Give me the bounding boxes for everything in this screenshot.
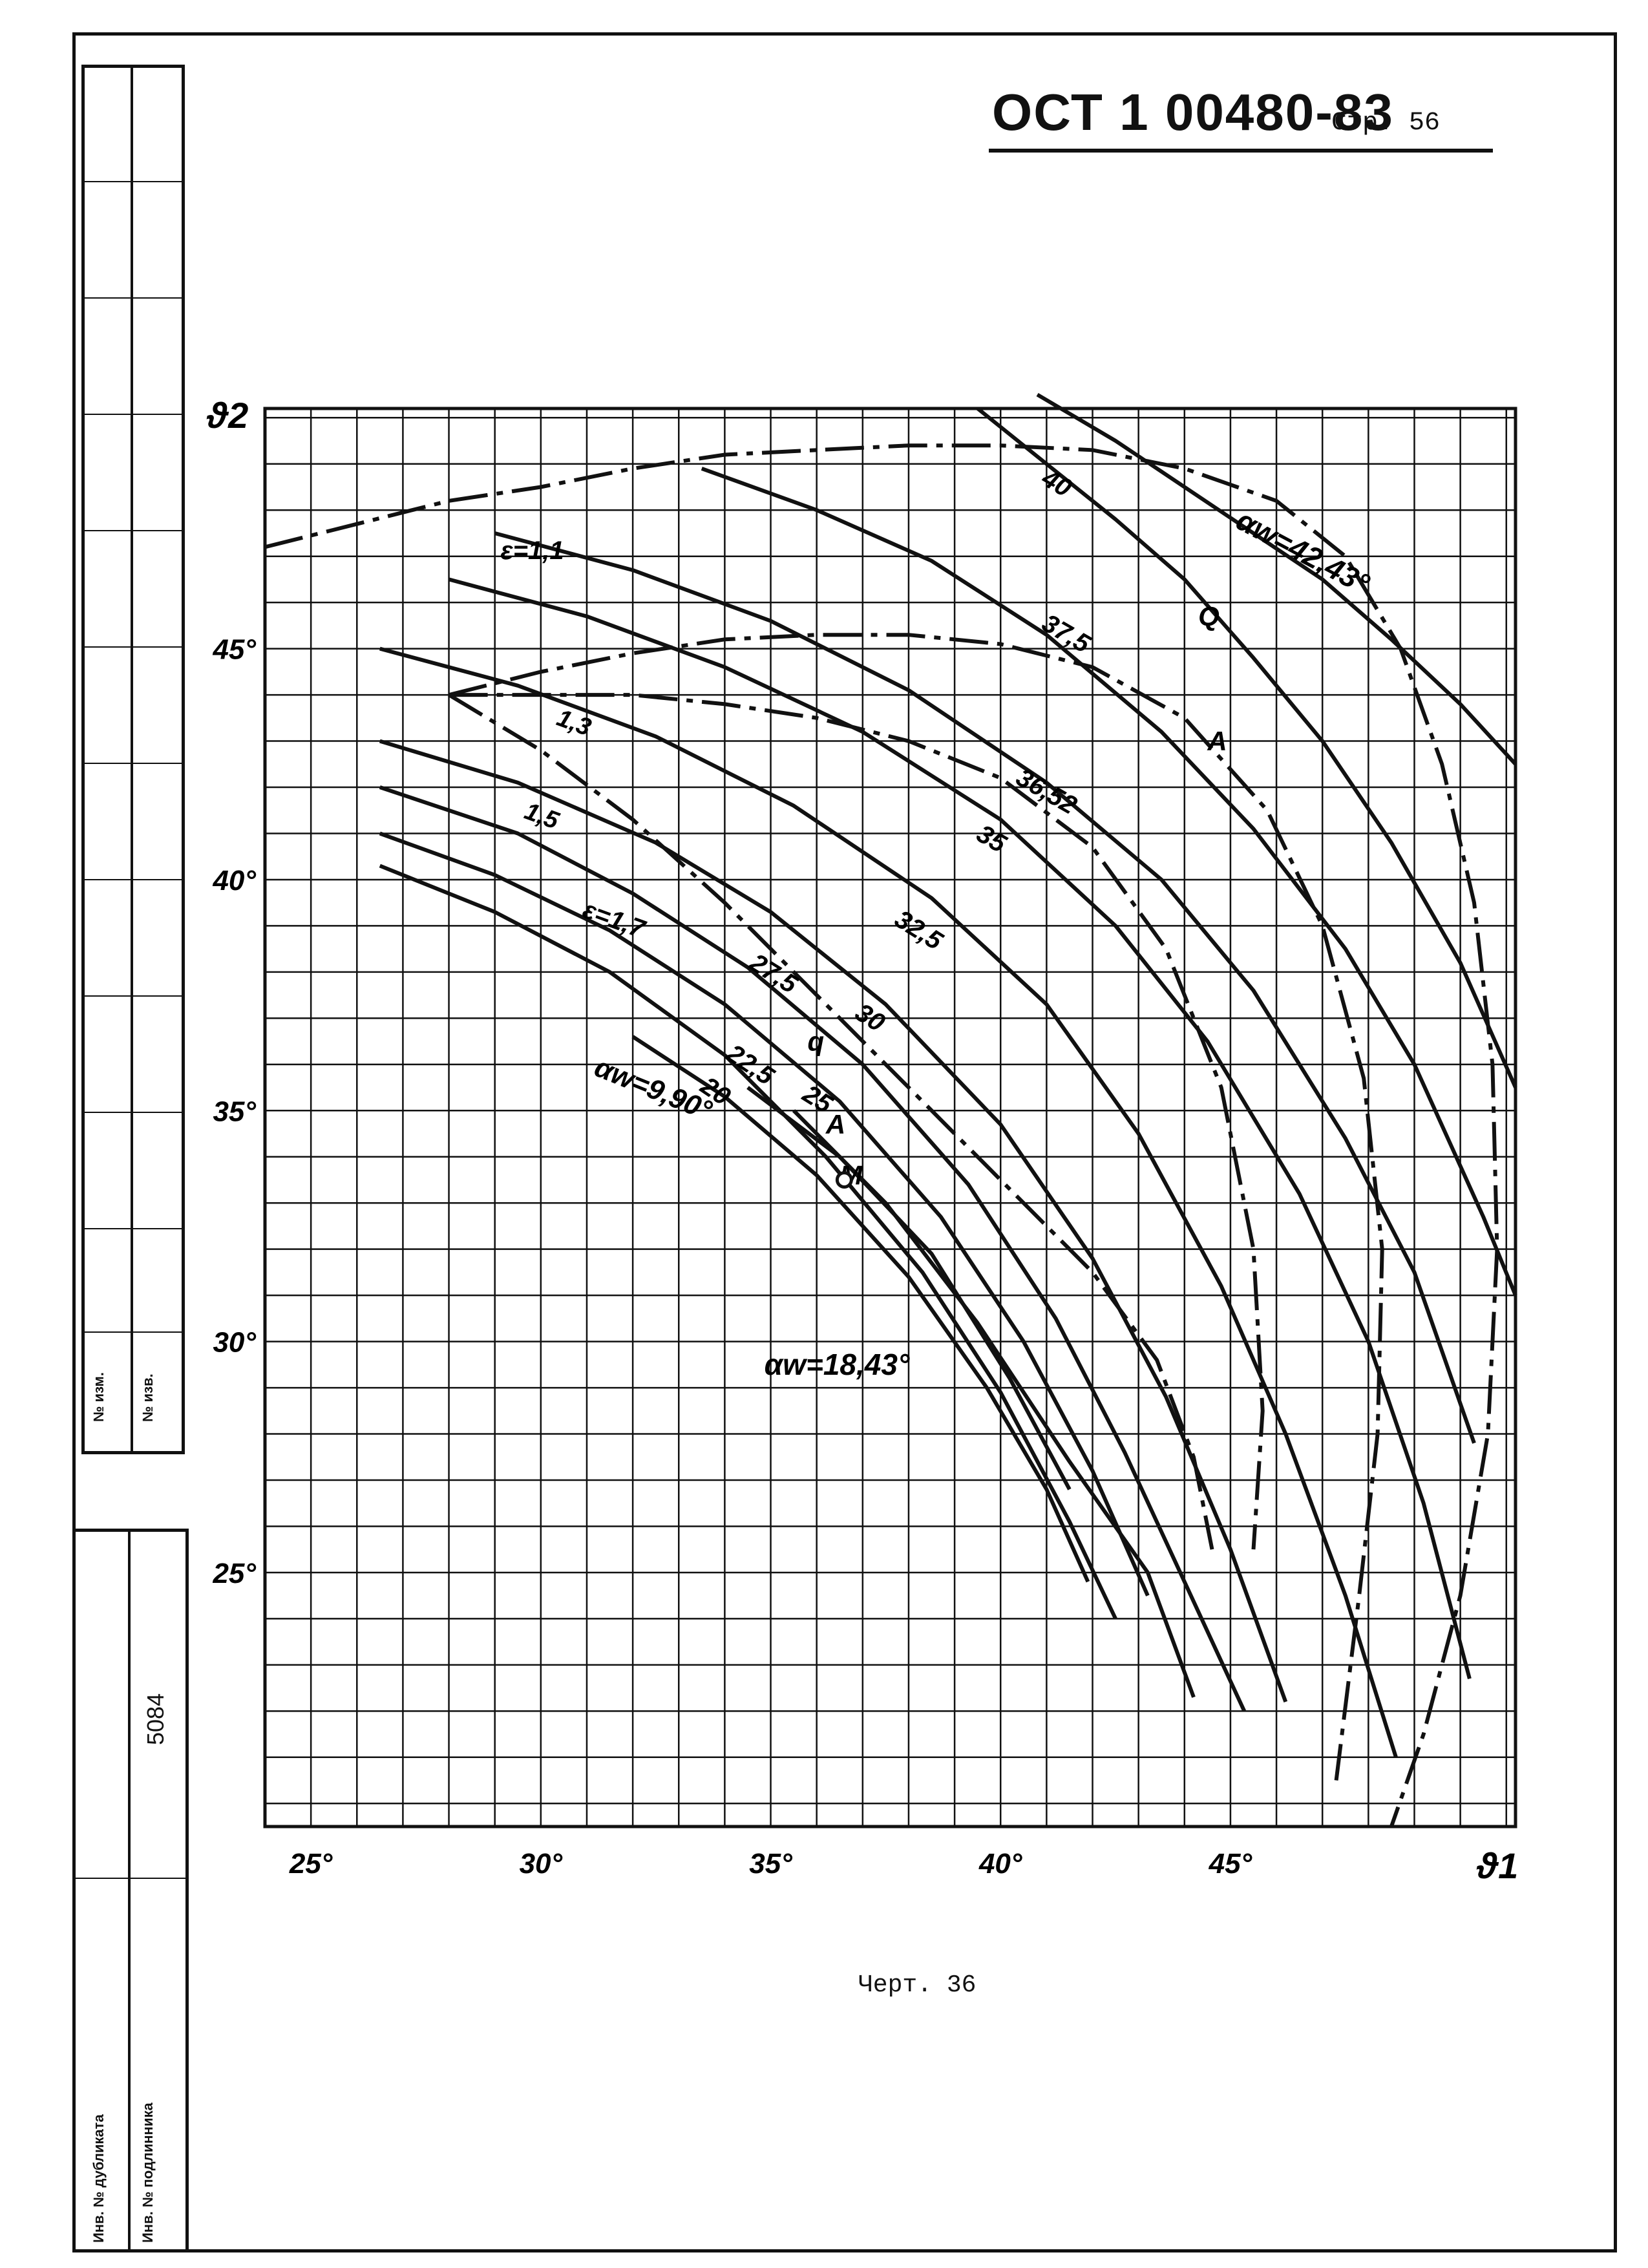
stamp-row-divider [72,1878,189,1881]
alpha-w-curve [1036,393,1517,766]
y-tick-label: 30° [213,1327,256,1359]
page-frame [72,32,1617,2252]
stamp-row-divider [81,1112,185,1115]
point-annotation: q [807,1026,824,1056]
x-tick-label: 30° [520,1848,563,1880]
alpha-w-curve [792,1109,1196,1698]
stamp-row-divider [81,1228,185,1231]
alpha-w-label: 40 [1037,463,1076,503]
left-stamp-column [81,65,133,1454]
plot-border [263,407,1517,1828]
alpha-w-curve [379,785,1247,1712]
point-annotation: A [825,1109,845,1139]
alpha-w-curve [701,467,1517,1297]
epsilon-curve [448,633,1384,1781]
alpha-w-label: αw=18,43° [765,1348,910,1381]
page-number: Стр. 56 [1331,109,1441,138]
left-stamp-lower-column [72,1529,131,2252]
alpha-w-curve [746,1086,1072,1490]
stamp-row-divider [81,646,185,650]
alpha-w-label: αw=9,90° [590,1051,716,1127]
epsilon-curve [264,443,1499,1827]
y-axis-label: ϑ2 [206,395,248,436]
epsilon-label: ε=1,1 [501,536,564,565]
alpha-w-curve [379,646,1398,1758]
alpha-w-curve [379,864,1117,1620]
stamp-row-divider [81,995,185,999]
alpha-w-curve [494,531,1476,1444]
figure-caption: Черт. 36 [858,1971,977,1999]
alpha-w-curve [379,831,1150,1596]
alpha-w-curve [631,1035,1090,1583]
y-tick-label: 40° [212,865,256,896]
point-annotation: Q [1198,601,1220,632]
stamp-row-divider [81,1331,185,1335]
y-tick-label: 25° [212,1558,256,1589]
x-tick-label: 40° [978,1848,1022,1880]
stamp-row-divider [81,763,185,766]
alpha-w-label: αw=42,43° [1231,503,1375,601]
stamp-row-divider [81,181,185,184]
header-underline [989,149,1493,153]
alpha-w-curve [448,577,1472,1680]
x-tick-label: 45° [1209,1848,1252,1880]
alpha-w-curve [976,407,1517,1088]
alpha-w-label: 32,5 [890,905,948,956]
point-m-marker [835,1171,853,1189]
stamp-row-divider [81,530,185,533]
x-axis-label: ϑ1 [1476,1845,1518,1886]
stamp-row-divider [81,879,185,882]
epsilon-label: 1,5 [521,798,563,835]
x-tick-label: 35° [749,1848,792,1880]
stamp-row-divider [81,414,185,417]
x-tick-label: 25° [289,1848,333,1880]
epsilon-label: ε=1,7 [579,895,650,944]
y-tick-label: 45° [212,634,256,666]
standard-number: ОСТ 1 00480-83 [992,83,1394,141]
epsilon-curve [448,693,1214,1550]
y-tick-label: 35° [213,1096,256,1127]
stamp-row-divider [81,297,185,301]
point-annotation: A [1207,726,1227,756]
